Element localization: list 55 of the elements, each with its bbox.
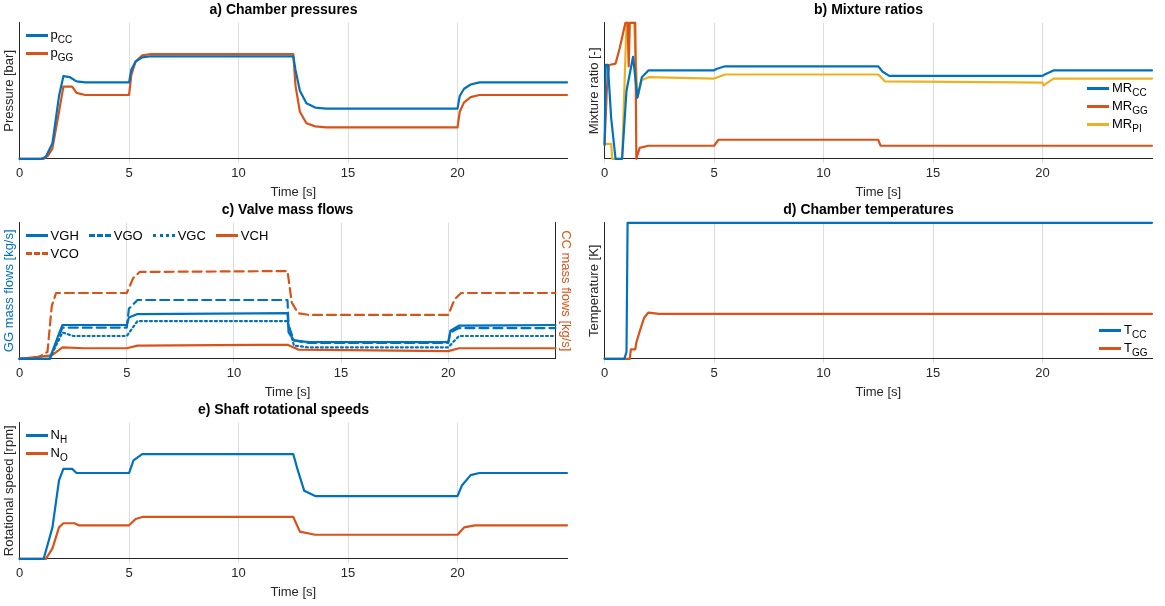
x-tick-label: 5 bbox=[125, 165, 133, 181]
legend-label: VGO bbox=[113, 227, 143, 243]
y-axis-title: Mixture ratio [-] bbox=[586, 47, 602, 135]
x-tick-label: 10 bbox=[231, 565, 246, 581]
y-axis-title: Pressure [bar] bbox=[1, 49, 17, 132]
chart-title: a) Chamber pressures bbox=[209, 1, 358, 18]
y-axis-title: GG mass flows [kg/s] bbox=[1, 229, 17, 353]
legend-label: VCO bbox=[50, 245, 79, 261]
legend-label: N$_{O}$ bbox=[50, 444, 68, 463]
x-tick-label: 0 bbox=[15, 365, 24, 381]
x-tick-label: 20 bbox=[450, 565, 465, 581]
y2-axis-title: CC mass flows [kg/s] bbox=[558, 230, 574, 352]
legend-label: MR$_{PI}$ bbox=[1112, 115, 1142, 134]
legend-label: p$_{GG}$ bbox=[50, 44, 74, 63]
y-axis-title: Rotational speed [rpm] bbox=[1, 425, 17, 557]
legend-label: N$_{H}$ bbox=[50, 426, 68, 445]
x-tick-label: 15 bbox=[340, 165, 356, 181]
x-tick-label: 0 bbox=[600, 365, 609, 381]
legend-label: VGH bbox=[50, 227, 79, 243]
x-tick-label: 5 bbox=[710, 365, 718, 381]
x-tick-label: 15 bbox=[340, 565, 356, 581]
chart-title: c) Valve mass flows bbox=[221, 201, 354, 218]
x-tick-label: 10 bbox=[231, 165, 246, 181]
y-axis-title: Temperature [K] bbox=[586, 244, 602, 338]
x-axis-title: Time [s] bbox=[264, 383, 311, 399]
x-tick-label: 0 bbox=[600, 165, 609, 181]
legend-label: VGC bbox=[177, 227, 206, 243]
x-tick-label: 0 bbox=[15, 565, 24, 581]
x-tick-label: 0 bbox=[15, 165, 24, 181]
x-axis-title: Time [s] bbox=[855, 183, 902, 199]
x-axis-title: Time [s] bbox=[270, 583, 317, 599]
legend-label: T$_{GG}$ bbox=[1124, 339, 1148, 358]
x-tick-label: 10 bbox=[816, 365, 831, 381]
legend-label: T$_{CC}$ bbox=[1124, 321, 1147, 340]
x-tick-label: 20 bbox=[441, 365, 456, 381]
x-tick-label: 15 bbox=[333, 365, 349, 381]
chart-title: e) Shaft rotational speeds bbox=[197, 401, 370, 418]
x-tick-label: 15 bbox=[925, 165, 941, 181]
x-tick-label: 20 bbox=[450, 165, 465, 181]
x-tick-label: 5 bbox=[123, 365, 131, 381]
x-tick-label: 20 bbox=[1035, 365, 1050, 381]
x-tick-label: 5 bbox=[710, 165, 718, 181]
x-tick-label: 15 bbox=[925, 365, 941, 381]
x-tick-label: 20 bbox=[1035, 165, 1050, 181]
chart-title: b) Mixture ratios bbox=[814, 1, 924, 18]
legend-label: p$_{CC}$ bbox=[50, 26, 73, 45]
x-axis-title: Time [s] bbox=[855, 383, 902, 399]
chart-title: d) Chamber temperatures bbox=[783, 201, 954, 218]
legend-label: MR$_{GG}$ bbox=[1112, 97, 1148, 116]
legend-label: MR$_{CC}$ bbox=[1112, 79, 1147, 98]
x-axis-title: Time [s] bbox=[270, 183, 317, 199]
x-tick-label: 5 bbox=[125, 565, 133, 581]
legend-label: VCH bbox=[240, 227, 269, 243]
x-tick-label: 10 bbox=[816, 165, 831, 181]
x-tick-label: 10 bbox=[226, 365, 242, 381]
